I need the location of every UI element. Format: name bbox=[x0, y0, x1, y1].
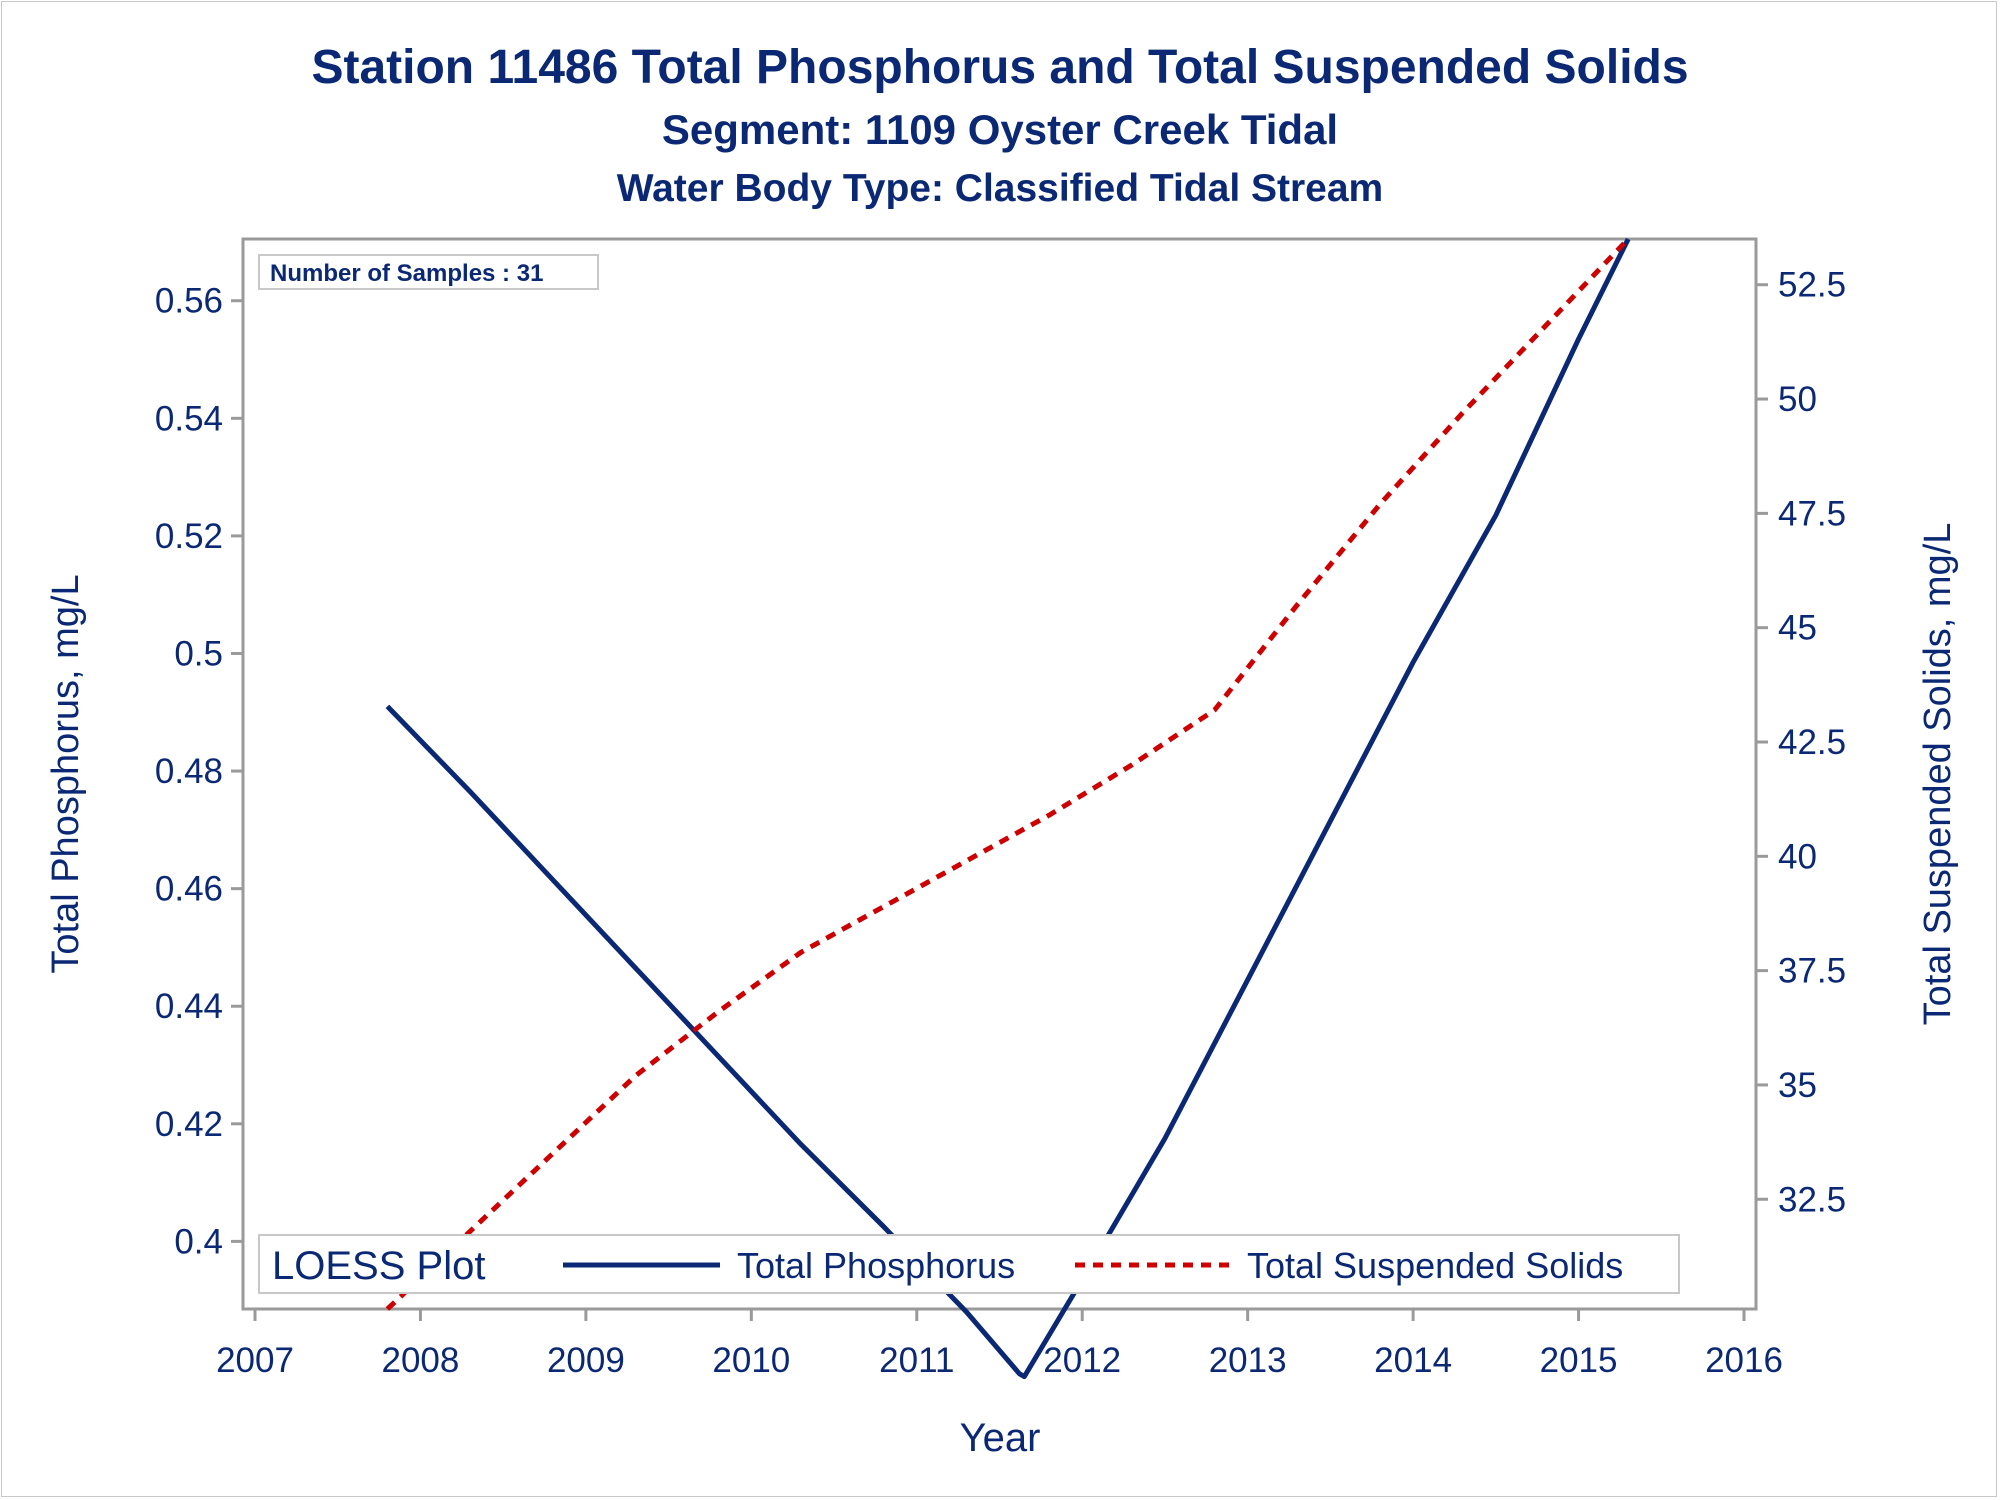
x-tick-label: 2016 bbox=[1705, 1341, 1783, 1380]
left-y-tick-label: 0.44 bbox=[155, 987, 223, 1026]
sample-count-box bbox=[258, 254, 599, 290]
x-tick-label: 2015 bbox=[1540, 1341, 1618, 1380]
legend-title: LOESS Plot bbox=[272, 1244, 485, 1288]
plot-area bbox=[241, 237, 1758, 1311]
series-line-total-phosphorus bbox=[385, 237, 1631, 1380]
chart-subtitle-water-body: Water Body Type: Classified Tidal Stream bbox=[616, 167, 1384, 210]
x-tick-label: 2012 bbox=[1043, 1341, 1121, 1380]
x-tick-label: 2010 bbox=[712, 1341, 790, 1380]
left-y-tick-label: 0.56 bbox=[155, 282, 223, 321]
right-y-tick-label: 35 bbox=[1778, 1066, 1817, 1105]
chart-subtitle-segment: Segment: 1109 Oyster Creek Tidal bbox=[661, 106, 1339, 153]
chart-title: Station 11486 Total Phosphorus and Total… bbox=[311, 41, 1689, 94]
x-tick-label: 2013 bbox=[1209, 1341, 1287, 1380]
legend: LOESS Plot Total Phosphorus Total Suspen… bbox=[258, 1234, 1680, 1294]
x-tick-label: 2007 bbox=[216, 1341, 294, 1380]
x-tick-label: 2011 bbox=[879, 1341, 954, 1380]
right-y-tick-label: 42.5 bbox=[1778, 723, 1846, 762]
legend-label-tss: Total Suspended Solids bbox=[1247, 1245, 1623, 1286]
right-y-tick-label: 32.5 bbox=[1778, 1180, 1846, 1219]
right-y-axis-label: Total Suspended Solids, mg/L bbox=[1917, 523, 1959, 1026]
left-y-tick-label: 0.54 bbox=[155, 399, 223, 438]
sample-count-label: Number of Samples : 31 bbox=[270, 260, 543, 287]
left-y-tick-label: 0.46 bbox=[155, 870, 223, 909]
left-y-axis-label: Total Phosphorus, mg/L bbox=[45, 574, 87, 973]
right-y-tick-label: 40 bbox=[1778, 837, 1817, 876]
x-tick-label: 2009 bbox=[547, 1341, 625, 1380]
right-y-tick-label: 50 bbox=[1778, 380, 1817, 419]
right-y-tick-label: 52.5 bbox=[1778, 266, 1846, 305]
x-axis: 2007 2008 2009 2010 2011 2012 2013 2014 2015 2016 bbox=[216, 1309, 1783, 1380]
right-y-tick-label: 47.5 bbox=[1778, 494, 1846, 533]
legend-box bbox=[258, 1234, 1680, 1294]
legend-label-phosphorus: Total Phosphorus bbox=[737, 1245, 1015, 1286]
left-y-tick-label: 0.52 bbox=[155, 517, 223, 556]
left-y-tick-label: 0.4 bbox=[174, 1222, 223, 1261]
left-y-tick-label: 0.42 bbox=[155, 1105, 223, 1144]
x-tick-label: 2014 bbox=[1374, 1341, 1452, 1380]
left-y-tick-label: 0.48 bbox=[155, 752, 223, 791]
x-axis-label: Year bbox=[960, 1416, 1041, 1460]
x-tick-label: 2008 bbox=[382, 1341, 460, 1380]
right-y-tick-label: 45 bbox=[1778, 609, 1817, 648]
right-y-tick-label: 37.5 bbox=[1778, 952, 1846, 991]
right-y-axis: 32.5 35 37.5 40 42.5 45 47.5 50 52.5 bbox=[1756, 266, 1846, 1219]
series-layer bbox=[385, 237, 1631, 1380]
left-y-axis: 0.4 0.42 0.44 0.46 0.48 0.5 0.52 0.54 0.56 bbox=[155, 282, 243, 1261]
left-y-tick-label: 0.5 bbox=[174, 634, 223, 673]
series-line-total-suspended-solids bbox=[385, 237, 1631, 1311]
